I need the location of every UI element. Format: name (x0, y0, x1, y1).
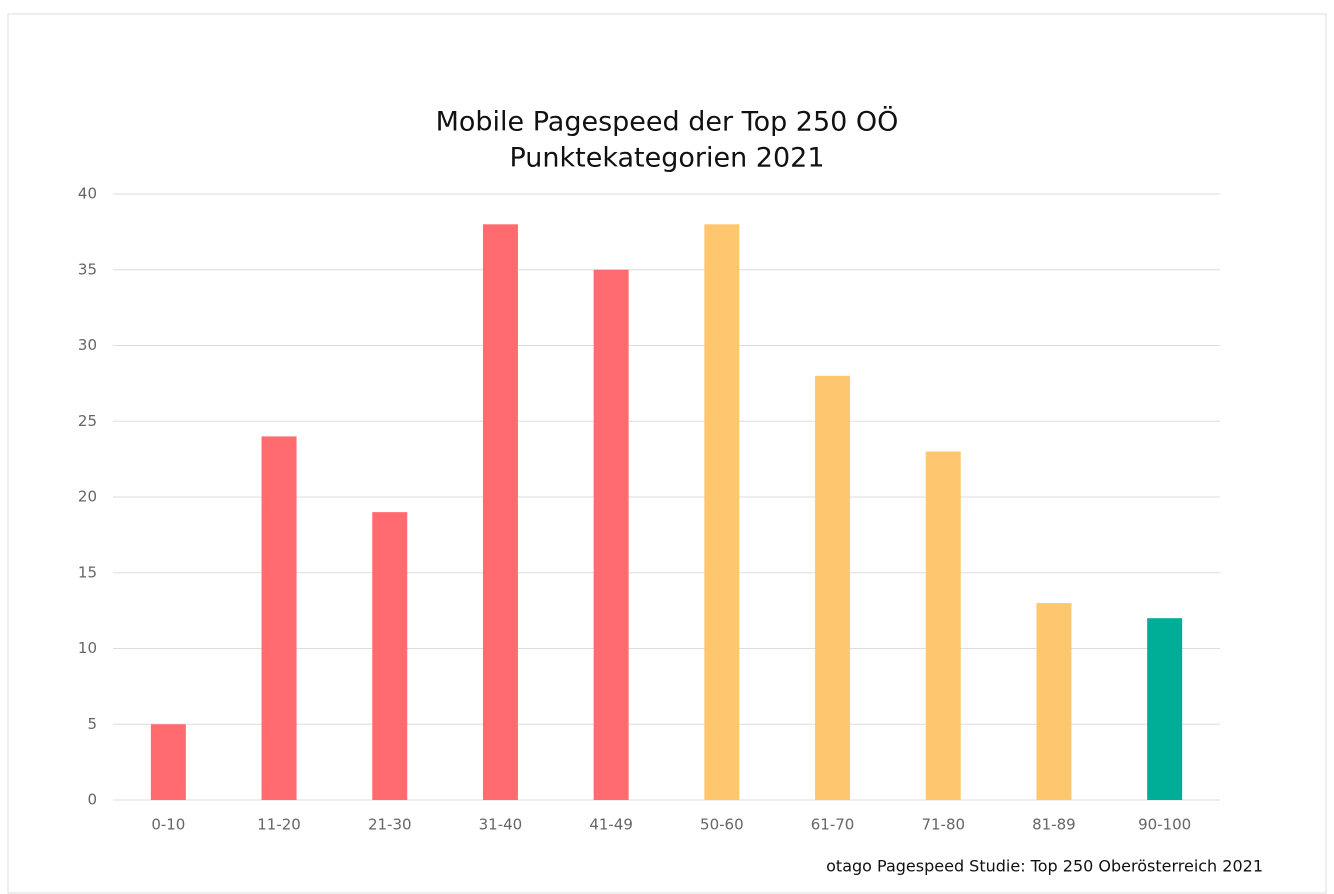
bar (704, 224, 740, 801)
source-note: otago Pagespeed Studie: Top 250 Oberöste… (826, 857, 1263, 876)
x-tick-label: 0-10 (151, 816, 185, 834)
x-tick-label: 71-80 (921, 816, 965, 834)
bar (593, 269, 629, 800)
bar (372, 512, 408, 800)
bar (261, 436, 297, 800)
x-tick-label: 61-70 (811, 816, 855, 834)
bar (150, 724, 186, 800)
x-tick-label: 31-40 (479, 816, 523, 834)
bar (815, 375, 851, 800)
bar (1036, 603, 1072, 800)
bar (925, 451, 961, 800)
y-tick-label: 25 (78, 412, 97, 430)
x-tick-label: 81-89 (1032, 816, 1076, 834)
x-tick-label: 90-100 (1138, 816, 1191, 834)
chart-title: Mobile Pagespeed der Top 250 OÖ (436, 106, 899, 138)
y-tick-label: 20 (78, 488, 97, 506)
y-tick-label: 0 (87, 791, 97, 809)
y-tick-label: 40 (78, 185, 97, 203)
x-tick-label: 50-60 (700, 816, 744, 834)
y-tick-label: 15 (78, 563, 97, 581)
y-tick-label: 10 (78, 639, 97, 657)
y-tick-label: 30 (78, 336, 97, 354)
x-tick-label: 11-20 (257, 816, 301, 834)
y-tick-label: 5 (87, 715, 97, 733)
y-tick-label: 35 (78, 260, 97, 278)
frame (7, 13, 1327, 894)
x-tick-label: 41-49 (589, 816, 633, 834)
chart-subtitle: Punktekategorien 2021 (509, 143, 824, 174)
x-tick-label: 21-30 (368, 816, 412, 834)
bar (482, 224, 518, 801)
bar (1147, 618, 1183, 800)
